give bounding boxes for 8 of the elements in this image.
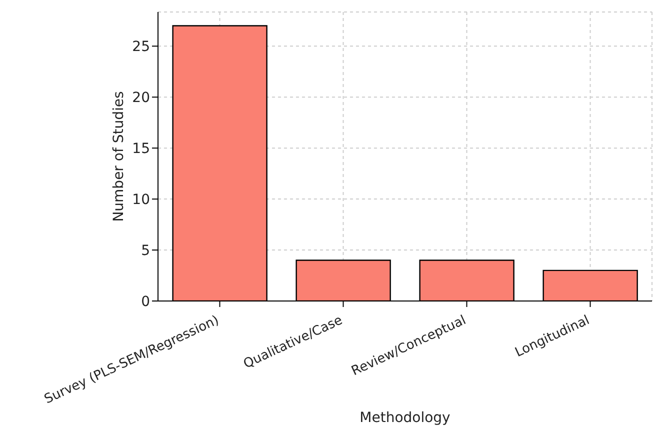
- y-tick-label: 0: [141, 294, 150, 310]
- x-axis-title: Methodology: [360, 410, 450, 426]
- y-tick-label: 25: [132, 39, 150, 56]
- y-tick-label: 20: [132, 90, 150, 106]
- y-tick-label: 15: [132, 141, 150, 158]
- y-tick-label: 10: [132, 192, 150, 208]
- y-tick-label: 5: [141, 243, 150, 259]
- y-axis-title: Number of Studies: [110, 91, 127, 222]
